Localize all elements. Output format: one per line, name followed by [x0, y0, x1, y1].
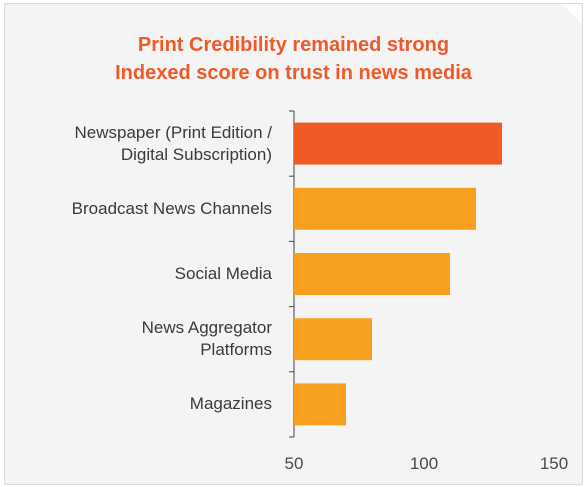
category-label: News Aggregator Platforms	[0, 317, 272, 361]
bar	[294, 383, 346, 426]
x-tick-label: 150	[539, 454, 569, 473]
category-label-line: Broadcast News Channels	[71, 198, 272, 218]
bar	[294, 187, 476, 230]
bar	[294, 122, 502, 165]
folded-corner	[561, 4, 582, 25]
category-label: Newspaper (Print Edition / Digital Subscr…	[0, 122, 272, 166]
bar	[294, 253, 450, 295]
bar	[294, 318, 372, 361]
category-label-line: Platforms	[200, 340, 272, 360]
category-label-line: Newspaper (Print Edition /	[74, 122, 272, 142]
chart-title: Print Credibility remained strong	[137, 34, 450, 56]
category-label-line: Social Media	[174, 264, 272, 283]
category-label-line: Digital Subscription)	[120, 144, 272, 164]
x-tick-label: 50	[284, 454, 304, 473]
category-label-line: News Aggregator	[141, 318, 272, 338]
category-label-line: Magazines	[189, 394, 272, 414]
x-tick-label: 100	[409, 454, 439, 473]
category-label: Broadcast News Channels	[0, 198, 272, 220]
chart-subtitle: Indexed score on trust in news media	[115, 62, 472, 84]
category-label: Magazines	[0, 393, 272, 415]
category-label: Social Media	[0, 263, 272, 285]
